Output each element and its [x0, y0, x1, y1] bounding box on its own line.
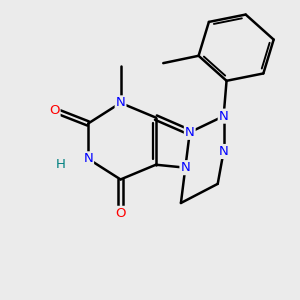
- Text: O: O: [115, 207, 126, 220]
- Text: N: N: [83, 152, 93, 165]
- Text: N: N: [219, 145, 229, 158]
- Text: O: O: [49, 104, 60, 117]
- Text: N: N: [185, 126, 195, 139]
- Text: N: N: [219, 110, 229, 123]
- Text: N: N: [116, 96, 125, 110]
- Text: N: N: [181, 161, 190, 174]
- Text: H: H: [55, 158, 65, 171]
